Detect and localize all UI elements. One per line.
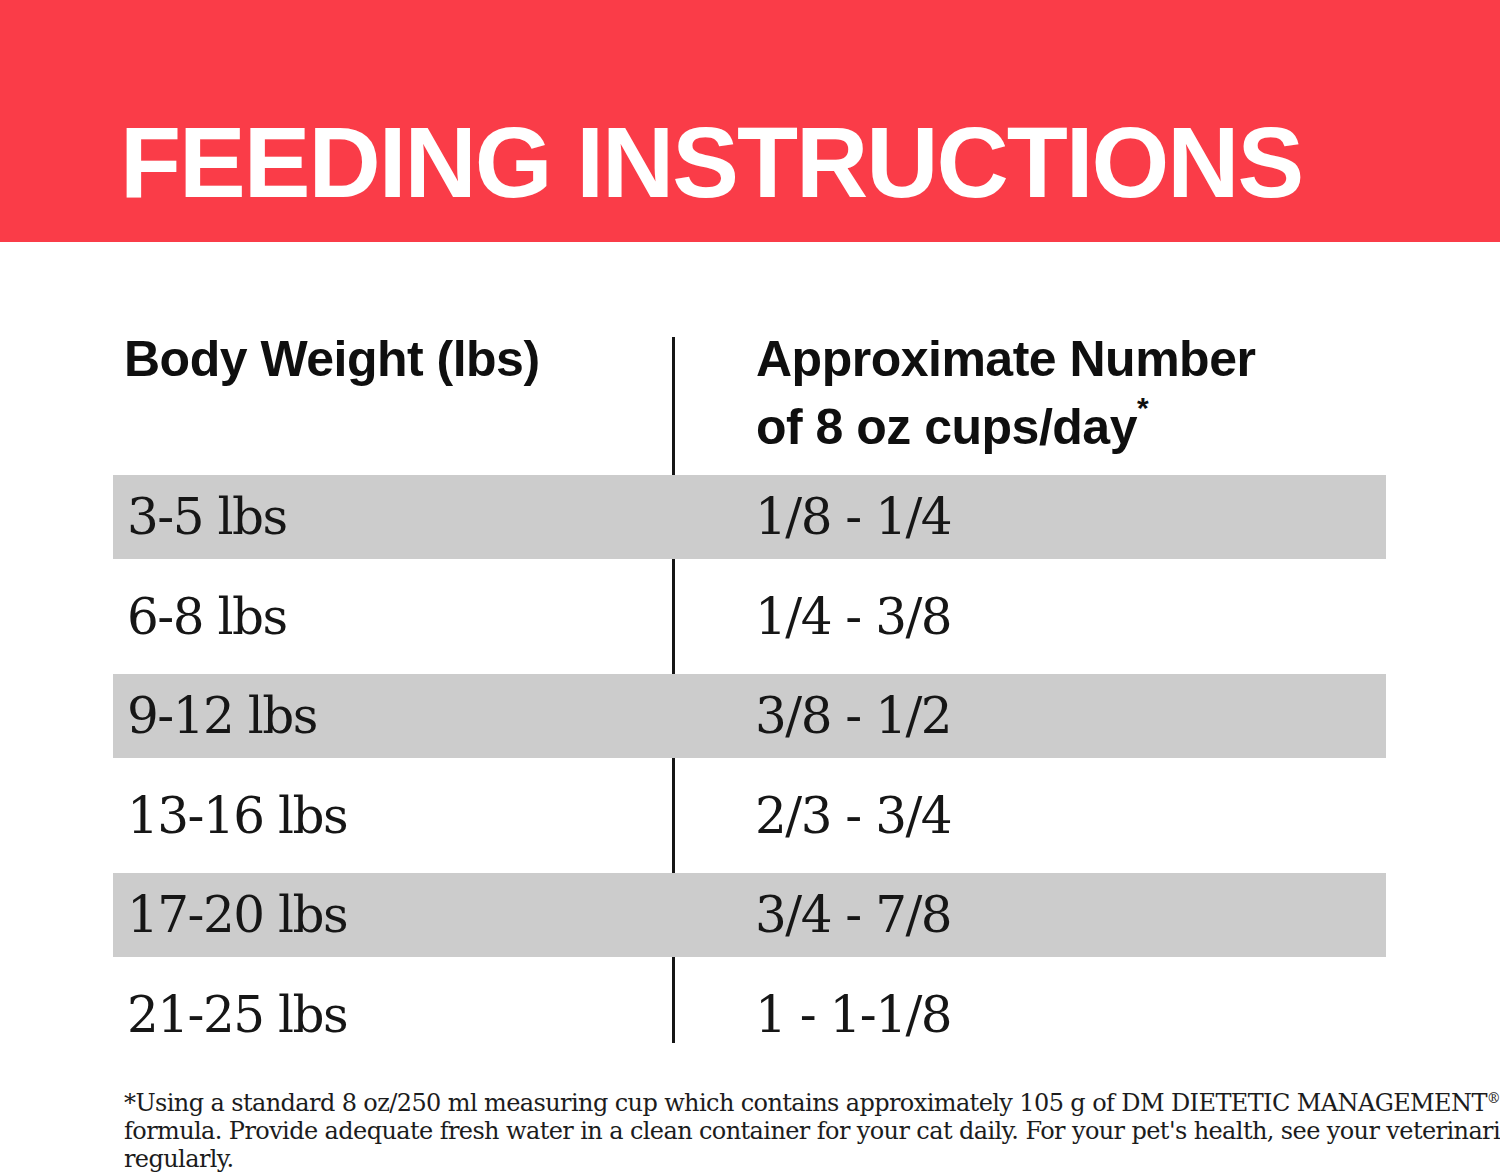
cups-cell: 1 - 1-1/8 <box>755 986 951 1044</box>
table-row: 21-25 lbs 1 - 1-1/8 <box>113 957 1386 1072</box>
column-header-cups-per-day: Approximate Number of 8 oz cups/day* <box>756 325 1255 461</box>
footnote-line2: formula. Provide adequate fresh water in… <box>124 1117 1454 1145</box>
footnote-marker-asterisk: * <box>1137 391 1148 424</box>
body-weight-cell: 3-5 lbs <box>127 488 287 546</box>
cups-cell: 3/4 - 7/8 <box>755 886 951 944</box>
footnote-line1-text: *Using a standard 8 oz/250 ml measuring … <box>124 1089 1487 1117</box>
footnote: *Using a standard 8 oz/250 ml measuring … <box>124 1089 1454 1172</box>
footnote-line3: regularly. <box>124 1145 1454 1172</box>
column-header-cups-line1: Approximate Number <box>756 331 1255 387</box>
body-weight-cell: 13-16 lbs <box>127 787 347 845</box>
banner: FEEDING INSTRUCTIONS <box>0 0 1500 242</box>
table-row: 9-12 lbs 3/8 - 1/2 <box>113 674 1386 758</box>
table-row: 17-20 lbs 3/4 - 7/8 <box>113 873 1386 957</box>
table-row: 6-8 lbs 1/4 - 3/8 <box>113 559 1386 674</box>
column-header-cups-line2: of 8 oz cups/day <box>756 399 1137 455</box>
cups-cell: 1/8 - 1/4 <box>755 488 951 546</box>
table-row: 13-16 lbs 2/3 - 3/4 <box>113 758 1386 873</box>
body-weight-cell: 9-12 lbs <box>127 687 317 745</box>
body-weight-cell: 17-20 lbs <box>127 886 347 944</box>
cups-cell: 2/3 - 3/4 <box>755 787 951 845</box>
feeding-instructions-page: FEEDING INSTRUCTIONS Body Weight (lbs) A… <box>0 0 1500 1172</box>
body-weight-cell: 21-25 lbs <box>127 986 347 1044</box>
cups-cell: 3/8 - 1/2 <box>755 687 951 745</box>
body-weight-cell: 6-8 lbs <box>127 588 287 646</box>
footnote-line1: *Using a standard 8 oz/250 ml measuring … <box>124 1089 1454 1117</box>
registered-trademark-mark: ® <box>1487 1090 1500 1106</box>
table-row: 3-5 lbs 1/8 - 1/4 <box>113 475 1386 559</box>
banner-title: FEEDING INSTRUCTIONS <box>120 112 1302 212</box>
feeding-table: 3-5 lbs 1/8 - 1/4 6-8 lbs 1/4 - 3/8 9-12… <box>0 475 1500 1072</box>
cups-cell: 1/4 - 3/8 <box>755 588 951 646</box>
column-header-body-weight: Body Weight (lbs) <box>124 334 540 384</box>
